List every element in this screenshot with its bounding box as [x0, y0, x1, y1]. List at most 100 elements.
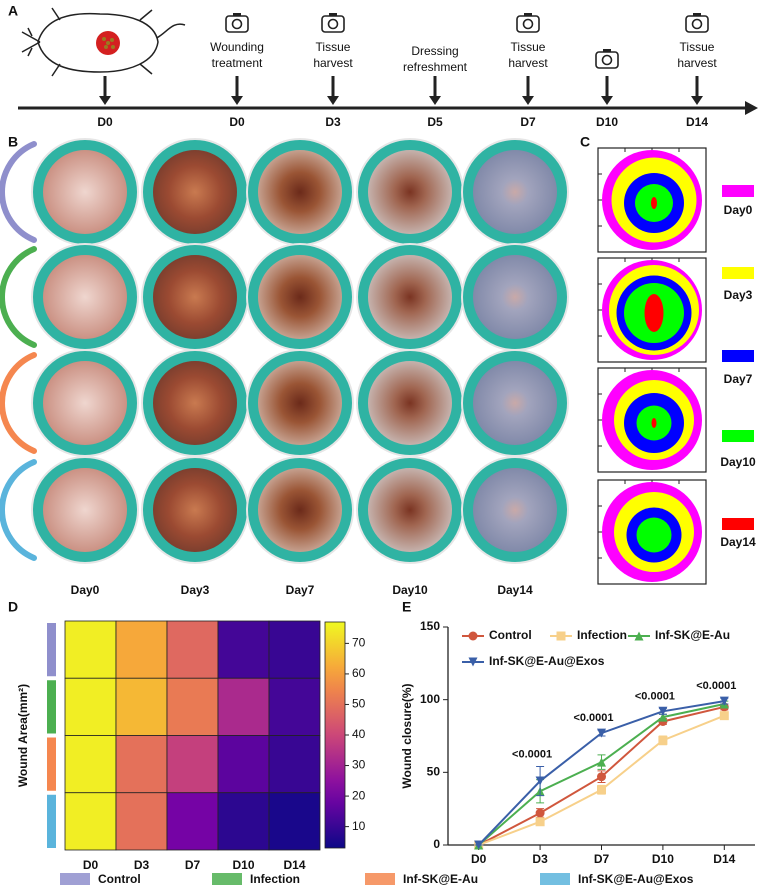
wound-photo	[471, 148, 559, 236]
camera-icon	[522, 18, 534, 30]
wound-photo	[471, 359, 559, 447]
point	[597, 728, 606, 738]
wound-ring	[143, 458, 247, 562]
contour-region	[651, 197, 657, 209]
colorbar-tick-label: 30	[352, 758, 366, 772]
event-label: Wounding	[210, 40, 264, 54]
x-tick-label: D7	[185, 858, 201, 872]
wound-ring	[143, 245, 247, 349]
group-arc	[0, 141, 37, 243]
y-axis-label: Wound Area(mm²)	[16, 684, 30, 787]
legend-swatch	[60, 873, 90, 885]
colorbar-tick-label: 60	[352, 666, 366, 680]
event-arrowhead	[231, 96, 243, 105]
event-label: Tissue	[680, 40, 715, 54]
event-label: harvest	[677, 56, 717, 70]
contour-legend-label: Day3	[724, 288, 753, 302]
event-label: harvest	[508, 56, 548, 70]
colorbar	[324, 621, 346, 849]
point	[634, 631, 644, 641]
heatmap-cell	[268, 620, 321, 679]
heatmap-cell	[166, 677, 219, 736]
contour-legend-swatch	[722, 185, 754, 197]
camera-icon	[327, 18, 339, 30]
row-color-bar	[47, 623, 56, 677]
camera-icon	[233, 13, 241, 16]
heatmap-cell	[268, 677, 321, 736]
event-arrowhead	[601, 96, 613, 105]
legend-label: Control	[489, 628, 532, 642]
event-arrowhead	[522, 96, 534, 105]
event-label: harvest	[313, 56, 353, 70]
camera-icon	[693, 13, 701, 16]
annotation: <0.0001	[635, 690, 675, 702]
wound-ring	[358, 458, 462, 562]
colorbar-tick-label: 50	[352, 697, 366, 711]
heatmap-cell	[268, 735, 321, 794]
event-day: D10	[596, 115, 618, 129]
event-label: Tissue	[316, 40, 351, 54]
camera-icon	[231, 18, 243, 30]
panel-label: E	[402, 599, 411, 615]
wound-ring	[463, 458, 567, 562]
wound-photo	[41, 253, 129, 341]
legend-label: Inf-SK@E-Au	[655, 628, 730, 642]
contour-legend-swatch	[722, 350, 754, 362]
camera-icon	[601, 54, 613, 66]
point	[597, 757, 606, 767]
contour-legend-label: Day7	[724, 372, 753, 386]
bacteria	[111, 45, 115, 49]
heatmap-cell	[217, 620, 270, 679]
panel-label: C	[580, 134, 590, 150]
wound-photo	[151, 466, 239, 554]
heatmap-cell	[217, 735, 270, 794]
photo-column-label: Day7	[286, 583, 315, 597]
contour-region	[644, 294, 664, 332]
wound-ring	[248, 351, 352, 455]
legend-label: Inf-SK@E-Au	[403, 872, 478, 886]
camera-icon	[524, 13, 532, 16]
x-tick-label: D10	[232, 858, 254, 872]
camera-icon	[225, 15, 249, 33]
wound-photo	[366, 466, 454, 554]
event-day: D7	[520, 115, 536, 129]
mouse-head	[21, 27, 41, 57]
heatmap-cell	[115, 620, 168, 679]
bacteria	[102, 37, 106, 41]
wound-photo	[256, 359, 344, 447]
event-day: D5	[427, 115, 443, 129]
camera-icon	[685, 15, 709, 33]
legend-swatch	[212, 873, 242, 885]
photo-column-label: Day14	[497, 583, 533, 597]
wound-photo	[366, 359, 454, 447]
event-day: D3	[325, 115, 341, 129]
contour-region	[651, 418, 657, 428]
event-arrowhead	[429, 96, 441, 105]
wound-ring	[358, 351, 462, 455]
contour-legend-label: Day0	[724, 203, 753, 217]
legend-swatch	[365, 873, 395, 885]
bacteria	[106, 41, 110, 45]
legend-label: Inf-SK@E-Au@Exos	[489, 654, 605, 668]
wound-ring	[463, 245, 567, 349]
camera-icon	[321, 15, 345, 33]
group-arc	[0, 352, 37, 454]
photo-column-label: Day10	[392, 583, 428, 597]
event-day: D0	[229, 115, 245, 129]
wound-photo	[256, 253, 344, 341]
group-arc	[0, 459, 37, 561]
point	[468, 631, 478, 641]
event-label: refreshment	[403, 60, 468, 74]
contour-region	[636, 517, 672, 553]
x-tick-label: D3	[134, 858, 150, 872]
wound-ring	[248, 245, 352, 349]
heatmap-cell	[166, 792, 219, 851]
event-day: D0	[97, 115, 113, 129]
point	[719, 711, 729, 721]
y-axis-label: Wound closure(%)	[400, 683, 414, 788]
point	[597, 772, 606, 782]
wound-photo	[256, 148, 344, 236]
row-color-bar	[47, 680, 56, 734]
wound-ring	[143, 351, 247, 455]
